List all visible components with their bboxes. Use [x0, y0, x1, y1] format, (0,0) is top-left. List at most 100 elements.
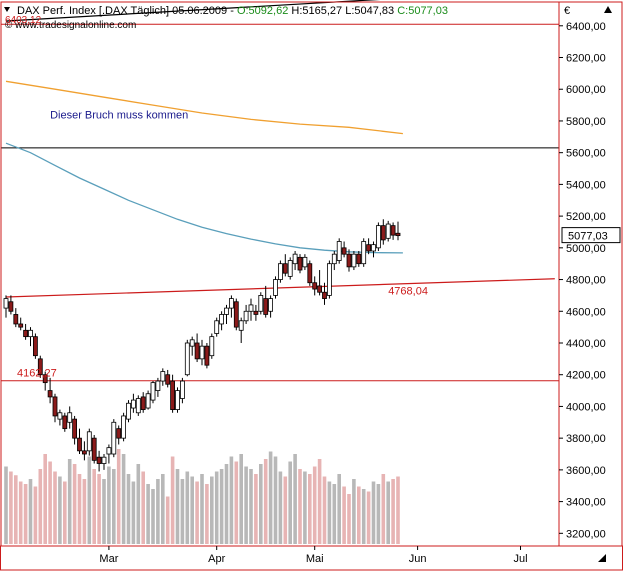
volume-bar [107, 466, 111, 544]
price-axis-label: 3400,00 [566, 497, 606, 509]
volume-bar [327, 481, 332, 544]
volume-bar [342, 486, 346, 544]
candle-body [47, 390, 53, 398]
candle-body [351, 253, 357, 268]
candle-body [33, 336, 38, 357]
price-axis-label: 5800,00 [566, 116, 606, 128]
candle-body [18, 323, 24, 328]
volume-bar [249, 469, 253, 544]
volume-bar [9, 471, 13, 544]
volume-bar [396, 476, 400, 544]
candle-body [62, 415, 68, 430]
volume-bar [170, 456, 175, 544]
candle-body [194, 342, 200, 360]
candle-body [189, 339, 195, 347]
volume-bar [175, 469, 180, 544]
candle-body [204, 345, 210, 366]
date-axis-label: Mai [306, 553, 324, 565]
volume-bar [312, 466, 317, 544]
volume-bar [224, 464, 229, 544]
candle-body [8, 301, 14, 312]
price-axis-label: 4400,00 [566, 338, 606, 350]
volume-bar [254, 474, 258, 544]
volume-bar [48, 461, 52, 544]
volume-bar [112, 469, 116, 544]
candle-body [273, 279, 278, 296]
candle-body [170, 380, 176, 411]
volume-bar [357, 486, 361, 544]
resize-grip-icon[interactable] [598, 554, 606, 562]
candle-body [116, 428, 122, 439]
volume-bar [273, 456, 278, 544]
date-axis-label: Mar [99, 553, 118, 565]
candle-body [67, 412, 73, 423]
volume-bar [288, 461, 292, 544]
price-axis-label: 4800,00 [566, 275, 606, 287]
candle-body [160, 371, 166, 382]
price-axis-label: 5000,00 [566, 243, 606, 255]
candle-body [253, 310, 259, 315]
candle-body [385, 223, 391, 239]
candle-body [317, 285, 323, 293]
volume-bar [278, 471, 283, 544]
price-axis-label: 6000,00 [566, 84, 606, 96]
price-axis-label: 5200,00 [566, 211, 606, 223]
volume-bar [67, 459, 72, 544]
volume-bar [14, 475, 18, 544]
price-candles [3, 219, 401, 472]
candle-body [155, 380, 161, 391]
candle-body [228, 298, 234, 309]
volume-bar [18, 481, 23, 544]
price-axis-label: 3600,00 [566, 465, 606, 477]
last-price-box [561, 227, 621, 244]
chart-header: DAX Perf. Index [.DAX Täglich] 05.06.200… [17, 5, 448, 17]
volume-bar [97, 474, 101, 544]
volume-bar [63, 481, 67, 544]
candle-body [3, 298, 9, 309]
candle-body [130, 399, 136, 409]
volume-bar [366, 491, 371, 544]
candle-body [336, 241, 342, 261]
volume-bar [28, 479, 33, 544]
volume-bar [352, 479, 356, 544]
candle-body [199, 345, 205, 360]
volume-bar [391, 479, 395, 544]
moving-average-long-line [5, 80, 403, 135]
candle-body [57, 412, 63, 420]
volume-bars [4, 449, 400, 544]
volume-bar [234, 461, 239, 544]
volume-bar [4, 466, 8, 544]
volume-bar [376, 484, 381, 544]
candle-body [150, 382, 156, 401]
upper-resistance-label: 6403,12 [5, 15, 42, 26]
candle-body [307, 263, 313, 284]
volume-bar [165, 496, 170, 544]
date-axis-label: Jun [409, 553, 427, 565]
price-axis: 6400,00 6200,00 6000,00 5800,00 5600,00 5400,… [559, 21, 621, 540]
candle-body [371, 244, 376, 252]
volume-bar [386, 481, 390, 544]
volume-bar [146, 484, 150, 544]
volume-bar [180, 479, 185, 544]
candle-body [13, 314, 19, 325]
date-axis: Mar Apr Mai Jun Jul [99, 546, 528, 565]
copyright-text: © www.tradesignalonline.com [5, 20, 136, 31]
candle-body [243, 310, 249, 322]
candle-body [106, 447, 112, 455]
volume-bar [298, 469, 302, 544]
scroll-up-icon[interactable] [604, 6, 612, 13]
candle-body [111, 421, 117, 455]
candle-body [380, 225, 386, 241]
volume-bar [58, 476, 62, 544]
currency-label: € [564, 5, 570, 17]
volume-bar [293, 454, 297, 544]
volume-bar [92, 469, 96, 544]
candle-body [356, 253, 362, 265]
candle-body [302, 256, 308, 268]
volume-bar [126, 474, 131, 544]
collapse-icon[interactable] [4, 7, 10, 12]
header-high: H:5165,27 [291, 5, 345, 17]
volume-bar [121, 454, 126, 544]
volume-bar [308, 474, 312, 544]
